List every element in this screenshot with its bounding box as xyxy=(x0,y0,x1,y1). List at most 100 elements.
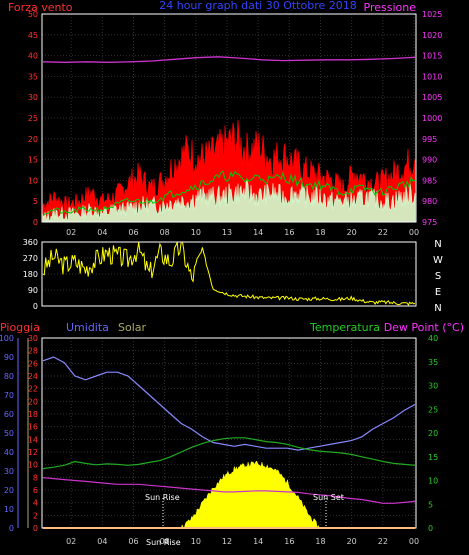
climate-x-tick: 12 xyxy=(222,537,232,546)
humidity-y-tick: 60 xyxy=(4,410,14,419)
temperature-y-tick: 0 xyxy=(428,524,433,533)
pressure-y-ticks: 1025 1020 1015 1010 1005 1000 995 990 985 980 975 xyxy=(422,10,442,227)
rain-y-tick: 28 xyxy=(28,347,38,356)
wind-x-tick: 13 xyxy=(222,228,232,237)
temperature-axis-title: Temperatura xyxy=(309,321,380,334)
humidity-y-tick: 50 xyxy=(4,429,14,438)
temperature-y-ticks: 40 35 30 25 20 15 10 5 0 xyxy=(428,334,438,533)
rain-axis-title: Pioggia xyxy=(0,321,40,334)
temperature-y-tick: 5 xyxy=(428,500,433,509)
rain-y-tick: 24 xyxy=(28,372,38,381)
wind-x-tick: 00 xyxy=(409,228,419,237)
rain-y-tick: 10 xyxy=(28,461,38,470)
climate-x-tick: 10 xyxy=(191,537,201,546)
climate-x-ticks: 02 04 06 08 10 12 14 16 18 20 22 00 xyxy=(66,537,419,546)
temperature-y-tick: 20 xyxy=(428,429,438,438)
pressure-y-tick: 1025 xyxy=(422,10,442,19)
rain-y-tick: 20 xyxy=(28,397,38,406)
compass-letter: W xyxy=(433,255,443,266)
wind-series xyxy=(42,56,416,223)
climate-x-tick: 20 xyxy=(347,537,357,546)
wind-y-tick: 30 xyxy=(28,93,38,102)
temperature-y-tick: 40 xyxy=(428,334,438,343)
sun-annotations: Sun Rise Sun Set Sun Rise xyxy=(145,493,344,547)
wind-y-tick: 50 xyxy=(28,10,38,19)
pressure-y-tick: 1005 xyxy=(422,93,442,102)
direction-y-tick: 270 xyxy=(23,254,38,263)
temperature-y-tick: 25 xyxy=(428,405,438,414)
solar-axis-title: Solar xyxy=(118,321,147,334)
pressure-y-tick: 980 xyxy=(422,197,437,206)
direction-y-ticks: 360 270 180 90 0 xyxy=(23,238,38,311)
humidity-y-tick: 70 xyxy=(4,391,14,400)
direction-y-tick: 0 xyxy=(33,302,38,311)
humidity-line xyxy=(42,356,416,451)
climate-x-tick: 06 xyxy=(128,537,138,546)
temperature-y-tick: 10 xyxy=(428,477,438,486)
compass-letter: N xyxy=(434,239,441,250)
climate-x-tick: 16 xyxy=(284,537,294,546)
wind-x-tick: 22 xyxy=(378,228,388,237)
pressure-axis-title: Pressione xyxy=(364,1,417,14)
chart-title: 24 hour graph dati 30 Ottobre 2018 xyxy=(159,0,357,12)
humidity-y-tick: 100 xyxy=(0,334,14,343)
wind-x-tick: 16 xyxy=(284,228,294,237)
pressure-y-tick: 1000 xyxy=(422,114,442,123)
pressure-y-tick: 1020 xyxy=(422,31,442,40)
direction-y-tick: 360 xyxy=(23,238,38,247)
climate-x-tick: 08 xyxy=(160,537,170,546)
wind-y-tick: 20 xyxy=(28,135,38,144)
pressure-y-tick: 985 xyxy=(422,176,437,185)
temperature-y-tick: 35 xyxy=(428,358,438,367)
humidity-axis-title: Umidita xyxy=(66,321,109,334)
humidity-y-tick: 80 xyxy=(4,372,14,381)
wind-y-tick: 45 xyxy=(28,31,38,40)
rain-y-tick: 16 xyxy=(28,423,38,432)
compass-letter: N xyxy=(434,303,441,314)
pressure-y-tick: 990 xyxy=(422,156,437,165)
wind-gust-line xyxy=(42,170,416,217)
humidity-y-tick: 10 xyxy=(4,505,14,514)
temperature-y-tick: 15 xyxy=(428,453,438,462)
sunrise-label: Sun Rise xyxy=(145,493,180,502)
wind-panel-frame xyxy=(41,13,417,223)
pressure-y-tick: 1010 xyxy=(422,72,442,81)
sunrise-bottom-label: Sun Rise xyxy=(146,538,181,547)
rain-y-tick: 30 xyxy=(28,334,38,343)
rain-y-tick: 18 xyxy=(28,410,38,419)
climate-panel-frame xyxy=(41,337,417,529)
wind-y-tick: 40 xyxy=(28,52,38,61)
rain-y-tick: 14 xyxy=(28,435,38,444)
direction-panel-frame xyxy=(41,241,417,307)
direction-y-tick: 180 xyxy=(23,270,38,279)
humidity-y-tick: 20 xyxy=(4,486,14,495)
climate-x-tick: 22 xyxy=(378,537,388,546)
rain-y-tick: 0 xyxy=(33,524,38,533)
wind-x-tick: 18 xyxy=(315,228,325,237)
humidity-y-tick: 40 xyxy=(4,448,14,457)
pressure-line xyxy=(42,56,416,63)
compass-letter: S xyxy=(435,271,441,282)
rain-y-tick: 12 xyxy=(28,448,38,457)
wind-x-tick: 04 xyxy=(97,228,107,237)
rain-y-tick: 8 xyxy=(33,473,38,482)
temperature-line xyxy=(42,437,416,470)
wind-y-tick: 25 xyxy=(28,114,38,123)
sunset-label: Sun Set xyxy=(313,493,344,502)
direction-y-tick: 90 xyxy=(28,286,38,295)
humidity-y-tick: 30 xyxy=(4,467,14,476)
wind-x-ticks: 02 04 06 08 10 13 14 16 18 20 22 00 xyxy=(66,228,419,237)
humidity-y-tick: 0 xyxy=(9,524,14,533)
dewpoint-axis-title: Dew Point (°C) xyxy=(384,321,464,334)
climate-x-tick: 00 xyxy=(409,537,419,546)
rain-y-tick: 2 xyxy=(33,511,38,520)
solar-area xyxy=(43,460,415,529)
wind-y-tick: 0 xyxy=(33,218,38,227)
wind-x-tick: 02 xyxy=(66,228,76,237)
rain-y-tick: 22 xyxy=(28,385,38,394)
